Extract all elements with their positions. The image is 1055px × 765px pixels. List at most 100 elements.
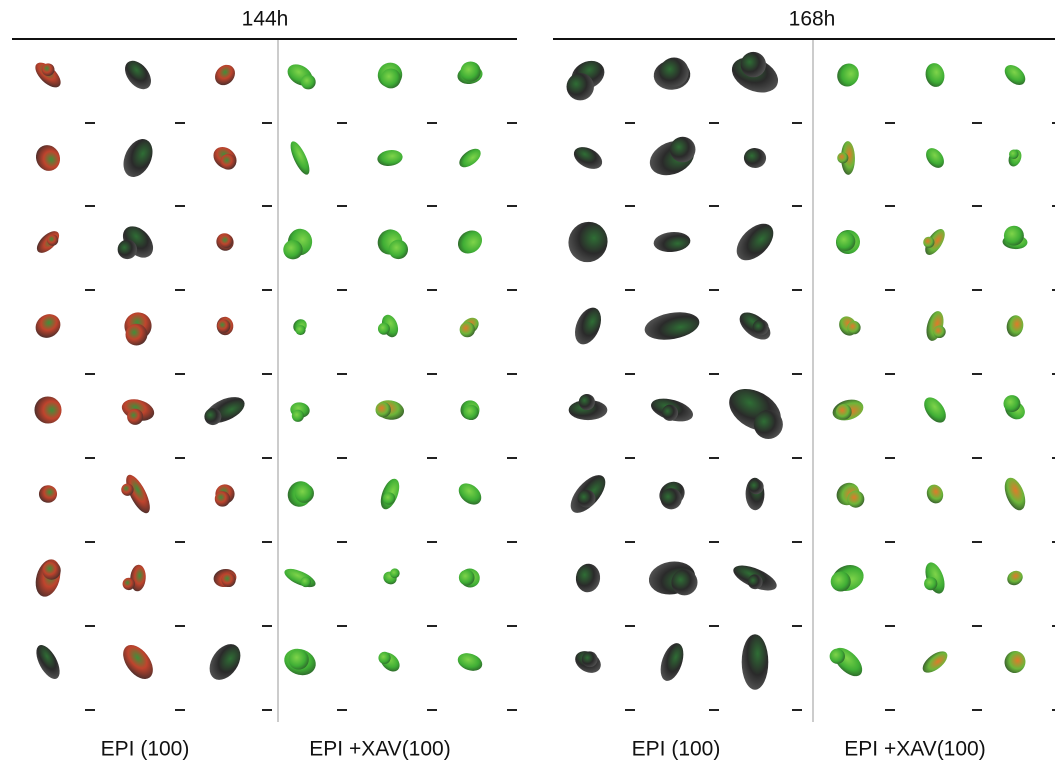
organoid-lobe <box>292 410 304 422</box>
organoid-lobe <box>126 324 148 346</box>
organoid-lobe <box>47 235 58 246</box>
organoid-lobe <box>830 649 845 664</box>
image-grid <box>29 51 1055 710</box>
organoid-lobe <box>836 232 855 251</box>
organoid-lobe <box>741 52 766 77</box>
organoid-lobe <box>923 237 934 248</box>
organoid <box>455 479 486 509</box>
organoid <box>656 640 688 684</box>
group-label: EPI +XAV(100) <box>844 738 985 761</box>
organoid <box>920 393 951 426</box>
organoid <box>743 147 766 168</box>
organoid-lobe <box>123 578 135 590</box>
organoid <box>455 650 484 674</box>
organoid <box>642 308 701 343</box>
organoid-lobe <box>459 570 475 586</box>
organoid-lobe <box>464 405 479 420</box>
organoid <box>562 216 614 269</box>
organoid <box>924 61 947 88</box>
organoid-lobe <box>295 484 314 503</box>
group-label: EPI +XAV(100) <box>309 738 450 761</box>
organoid-lobe <box>1009 150 1019 160</box>
organoid-lobe <box>662 405 678 421</box>
organoid <box>31 309 65 342</box>
figure: 144h 168h EPI (100) EPI +XAV(100) EPI (1… <box>0 0 1055 765</box>
organoid-lobe <box>118 240 137 259</box>
organoid-lobe <box>381 68 401 88</box>
organoid <box>575 563 602 593</box>
organoid-lobe <box>376 402 391 417</box>
organoid-lobe <box>579 394 595 410</box>
organoid-lobe <box>217 319 230 332</box>
organoid-lobe <box>836 404 852 420</box>
organoid <box>282 565 318 591</box>
organoid-lobe <box>220 154 236 170</box>
organoid-lobe <box>301 75 316 90</box>
organoid-lobe <box>1004 226 1024 246</box>
organoid-lobe <box>378 652 390 664</box>
organoid-lobe <box>283 240 302 259</box>
organoid <box>1001 475 1030 513</box>
organoid <box>1001 61 1029 89</box>
organoid-lobe <box>831 571 851 591</box>
organoid <box>570 304 606 349</box>
headers: 144h 168h <box>12 8 1055 39</box>
organoid <box>456 145 484 171</box>
organoid-lobe <box>295 325 305 335</box>
organoid-lobe <box>659 57 688 86</box>
organoid <box>203 638 247 685</box>
organoid <box>653 231 691 254</box>
group-label: EPI (100) <box>632 738 721 761</box>
organoid-lobe <box>204 408 221 425</box>
organoid-lobe <box>42 561 61 580</box>
organoid <box>118 134 158 181</box>
organoid-lobe <box>847 321 860 334</box>
organoid-lobe <box>567 73 594 100</box>
organoid-lobe <box>748 574 763 589</box>
organoid <box>922 145 947 172</box>
organoid <box>1004 568 1025 588</box>
group-label: EPI (100) <box>101 738 190 761</box>
organoid-lobe <box>301 577 312 588</box>
organoid <box>1005 314 1025 338</box>
organoid <box>287 139 313 177</box>
organoid-lobe <box>121 483 133 495</box>
organoid-lobe <box>460 322 475 337</box>
organoid-lobe <box>670 137 696 163</box>
organoid-lobe <box>390 568 400 578</box>
organoid <box>453 226 486 259</box>
organoid <box>211 61 239 89</box>
organoid-lobe <box>215 491 230 506</box>
organoid-lobe <box>289 649 309 669</box>
organoid-lobe <box>749 479 764 494</box>
organoid-lobe <box>1003 395 1020 412</box>
organoid-lobe <box>383 492 395 504</box>
organoid-lobe <box>671 569 697 595</box>
organoid <box>730 217 780 267</box>
organoid-lobe <box>753 319 769 335</box>
organoid <box>32 641 65 682</box>
organoid <box>376 148 403 167</box>
organoid-lobe <box>924 577 937 590</box>
organoid-lobe <box>42 63 55 76</box>
organoid-lobe <box>460 61 480 81</box>
organoid-lobe <box>661 488 682 509</box>
organoid <box>1002 649 1028 675</box>
group-labels: EPI (100) EPI +XAV(100) EPI (100) EPI +X… <box>101 738 986 761</box>
panel-title: 144h <box>242 8 289 31</box>
organoid-lobe <box>837 152 848 163</box>
organoid-lobe <box>754 410 783 439</box>
organoid-lobe <box>389 240 408 259</box>
organoid <box>39 485 57 503</box>
organoid <box>742 634 769 690</box>
organoid <box>120 56 156 94</box>
organoid-lobe <box>221 573 235 587</box>
organoid-lobe <box>219 234 233 248</box>
organoid <box>117 640 159 685</box>
organoid-lobe <box>378 323 390 335</box>
organoid-lobe <box>582 651 598 667</box>
organoid <box>924 482 946 505</box>
organoid <box>923 309 946 342</box>
organoid-lobe <box>578 490 596 508</box>
organoid-lobe <box>847 491 864 508</box>
